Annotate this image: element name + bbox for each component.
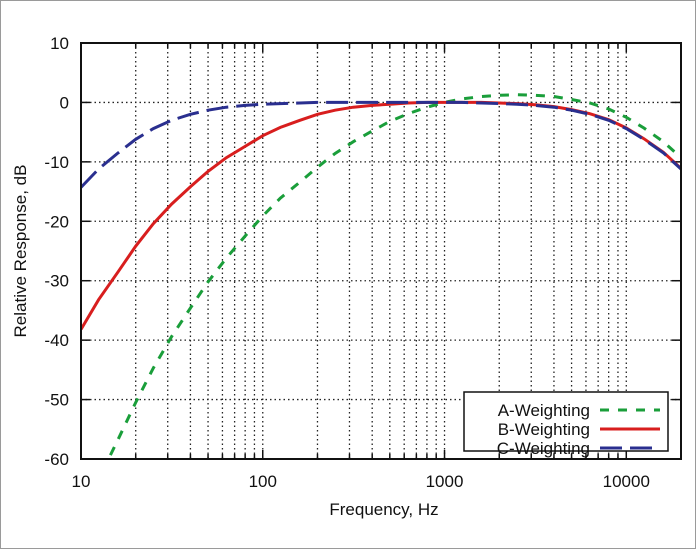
y-tick-label: -20 bbox=[44, 212, 69, 231]
x-tick-label: 10000 bbox=[603, 472, 650, 491]
legend-label: A-Weighting bbox=[498, 401, 590, 420]
series-line-b-weighting bbox=[81, 100, 681, 331]
y-tick-label: 10 bbox=[50, 34, 69, 53]
y-tick-label: -10 bbox=[44, 153, 69, 172]
y-tick-label: -60 bbox=[44, 450, 69, 469]
y-tick-label: -30 bbox=[44, 272, 69, 291]
legend-label: B-Weighting bbox=[498, 420, 590, 439]
legend-box bbox=[463, 391, 669, 452]
plot-border bbox=[80, 42, 682, 460]
y-axis-label: Relative Response, dB bbox=[11, 165, 30, 338]
legend-label: C-Weighting bbox=[497, 439, 590, 458]
x-tick-label: 1000 bbox=[426, 472, 464, 491]
y-tick-label: -50 bbox=[44, 391, 69, 410]
y-tick-label: 0 bbox=[60, 93, 69, 112]
x-tick-label: 10 bbox=[72, 472, 91, 491]
series-line-c-weighting bbox=[81, 100, 681, 189]
y-tick-label: -40 bbox=[44, 331, 69, 350]
x-axis-label: Frequency, Hz bbox=[329, 500, 438, 519]
x-tick-label: 100 bbox=[249, 472, 277, 491]
series-lines bbox=[81, 93, 681, 459]
series-line-a-weighting bbox=[106, 93, 681, 459]
